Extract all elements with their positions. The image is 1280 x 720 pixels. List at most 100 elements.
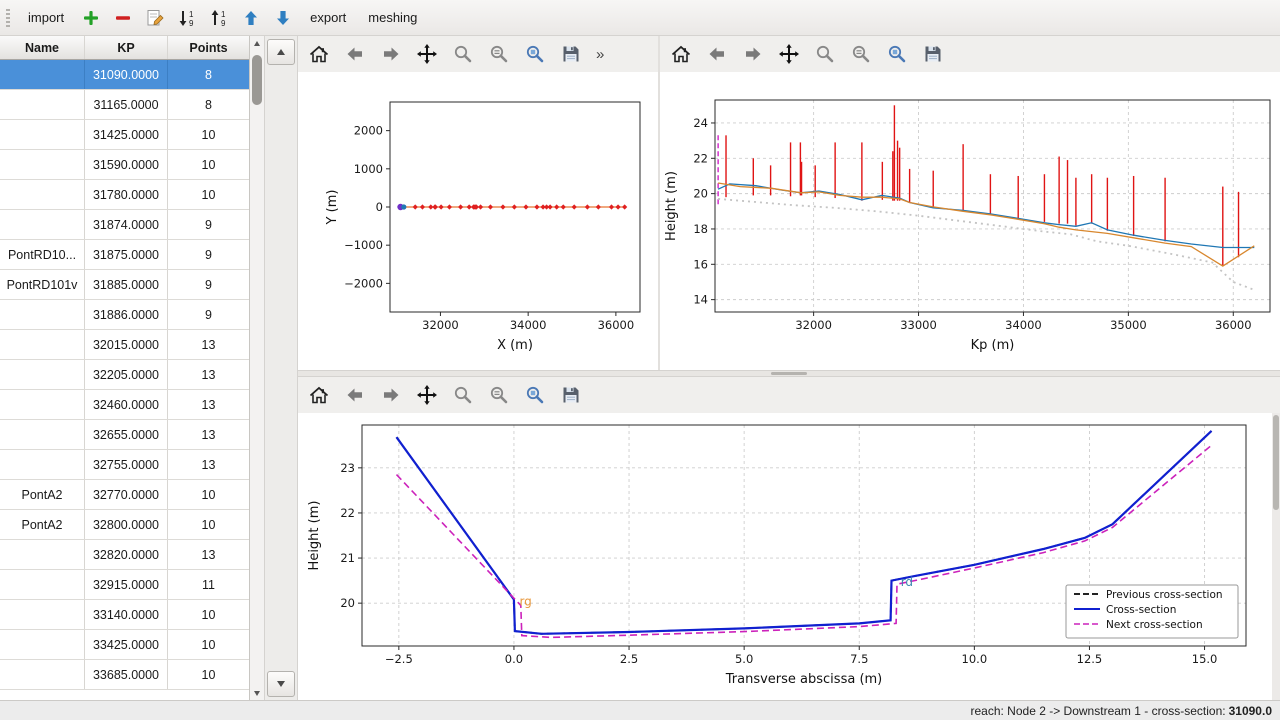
vertical-divider[interactable] (658, 36, 660, 370)
table-row[interactable]: 32015.0000 13 (0, 330, 249, 360)
table-row[interactable]: 31425.0000 10 (0, 120, 249, 150)
cell-points[interactable]: 10 (201, 157, 216, 172)
cell-name[interactable] (0, 300, 85, 329)
cell-name[interactable] (0, 450, 85, 479)
table-row[interactable]: PontA2 32800.0000 10 (0, 510, 249, 540)
move-down-button[interactable] (269, 4, 297, 32)
cell-name[interactable] (0, 420, 85, 449)
cell-name[interactable] (0, 630, 85, 659)
scrollbar-track[interactable] (250, 50, 264, 686)
cell-points[interactable]: 13 (201, 427, 216, 442)
cell-kp[interactable]: 31590.0000 (85, 150, 168, 179)
table-row[interactable]: PontRD10... 31875.0000 9 (0, 240, 249, 270)
table-row[interactable]: 33425.0000 10 (0, 630, 249, 660)
plan-save-button[interactable] (556, 39, 586, 69)
cell-kp[interactable]: 31886.0000 (85, 300, 168, 329)
move-up-button[interactable] (237, 4, 265, 32)
cell-points[interactable]: 10 (201, 517, 216, 532)
cell-points[interactable]: 10 (201, 637, 216, 652)
cell-points[interactable]: 9 (205, 217, 212, 232)
cross-section-chart[interactable]: rg rd −2.5 0.0 2.5 5.0 7.5 10.0 12.5 15.0 20 21 22 23… (298, 413, 1270, 698)
page-down-button[interactable] (267, 671, 295, 697)
cell-points[interactable]: 13 (201, 547, 216, 562)
table-row[interactable]: 31780.0000 10 (0, 180, 249, 210)
horizontal-splitter[interactable] (298, 370, 1280, 377)
profile-forward-button[interactable] (738, 39, 768, 69)
cell-name[interactable] (0, 570, 85, 599)
plan-zoom-rect-button[interactable] (520, 39, 550, 69)
cross-section-pan-button[interactable] (412, 380, 442, 410)
import-button[interactable]: import (28, 10, 65, 25)
scroll-down-arrow[interactable] (250, 686, 264, 700)
plan-subplots-button[interactable] (484, 39, 514, 69)
plan-pan-button[interactable] (412, 39, 442, 69)
table-row[interactable]: 33685.0000 10 (0, 660, 249, 690)
cross-section-forward-button[interactable] (376, 380, 406, 410)
cell-kp[interactable]: 33425.0000 (85, 630, 168, 659)
cell-kp[interactable]: 32755.0000 (85, 450, 168, 479)
cell-kp[interactable]: 32460.0000 (85, 390, 168, 419)
cross-section-home-button[interactable] (304, 380, 334, 410)
plan-forward-button[interactable] (376, 39, 406, 69)
table-row[interactable]: 32820.0000 13 (0, 540, 249, 570)
cell-name[interactable] (0, 60, 85, 89)
profile-zoom-rect-button[interactable] (882, 39, 912, 69)
table-row[interactable]: 32655.0000 13 (0, 420, 249, 450)
profile-pan-button[interactable] (774, 39, 804, 69)
cell-points[interactable]: 8 (205, 67, 212, 82)
table-row[interactable]: 33140.0000 10 (0, 600, 249, 630)
column-header-points[interactable]: Points (189, 40, 228, 55)
table-row[interactable]: 31165.0000 8 (0, 90, 249, 120)
export-button[interactable]: export (310, 10, 347, 25)
table-row[interactable]: 32915.0000 11 (0, 570, 249, 600)
cell-name[interactable]: PontRD10... (0, 240, 85, 269)
plan-toolbar-overflow-button[interactable]: » (596, 45, 605, 63)
cell-kp[interactable]: 32770.0000 (85, 480, 168, 509)
table-row[interactable]: 32755.0000 13 (0, 450, 249, 480)
cell-kp[interactable]: 33685.0000 (85, 660, 168, 689)
scrollbar-thumb[interactable] (252, 55, 262, 105)
cell-name[interactable] (0, 360, 85, 389)
cell-name[interactable] (0, 330, 85, 359)
table-row[interactable]: 31590.0000 10 (0, 150, 249, 180)
edit-cross-section-button[interactable] (141, 4, 169, 32)
cell-name[interactable] (0, 90, 85, 119)
cell-kp[interactable]: 31090.0000 (85, 60, 168, 89)
profile-subplots-button[interactable] (846, 39, 876, 69)
cell-name[interactable] (0, 150, 85, 179)
cell-name[interactable] (0, 120, 85, 149)
cell-name[interactable]: PontA2 (0, 510, 85, 539)
cell-name[interactable] (0, 210, 85, 239)
cell-name[interactable]: PontA2 (0, 480, 85, 509)
table-row[interactable]: 31886.0000 9 (0, 300, 249, 330)
plan-view-chart[interactable]: 32000 34000 36000 −2000 −1000 0 1000 2000 X (m) Y… (298, 72, 658, 368)
cell-points[interactable]: 9 (205, 247, 212, 262)
toolbar-grip[interactable] (6, 8, 10, 27)
cell-kp[interactable]: 32820.0000 (85, 540, 168, 569)
profile-zoom-button[interactable] (810, 39, 840, 69)
plan-back-button[interactable] (340, 39, 370, 69)
cell-kp[interactable]: 32655.0000 (85, 420, 168, 449)
cell-kp[interactable]: 32800.0000 (85, 510, 168, 539)
cell-kp[interactable]: 31165.0000 (85, 90, 168, 119)
bottom-scrollbar[interactable] (1272, 413, 1280, 700)
cell-points[interactable]: 10 (201, 607, 216, 622)
cell-points[interactable]: 10 (201, 187, 216, 202)
profile-save-button[interactable] (918, 39, 948, 69)
cell-points[interactable]: 10 (201, 667, 216, 682)
cell-name[interactable]: PontRD101v (0, 270, 85, 299)
cell-name[interactable] (0, 180, 85, 209)
cell-points[interactable]: 13 (201, 457, 216, 472)
profile-home-button[interactable] (666, 39, 696, 69)
cell-kp[interactable]: 32915.0000 (85, 570, 168, 599)
cell-kp[interactable]: 31874.0000 (85, 210, 168, 239)
table-row[interactable]: 32460.0000 13 (0, 390, 249, 420)
cell-points[interactable]: 9 (205, 277, 212, 292)
cell-points[interactable]: 13 (201, 337, 216, 352)
remove-cross-section-button[interactable] (109, 4, 137, 32)
cross-section-zoom-rect-button[interactable] (520, 380, 550, 410)
cross-section-subplots-button[interactable] (484, 380, 514, 410)
cell-kp[interactable]: 31780.0000 (85, 180, 168, 209)
profile-back-button[interactable] (702, 39, 732, 69)
